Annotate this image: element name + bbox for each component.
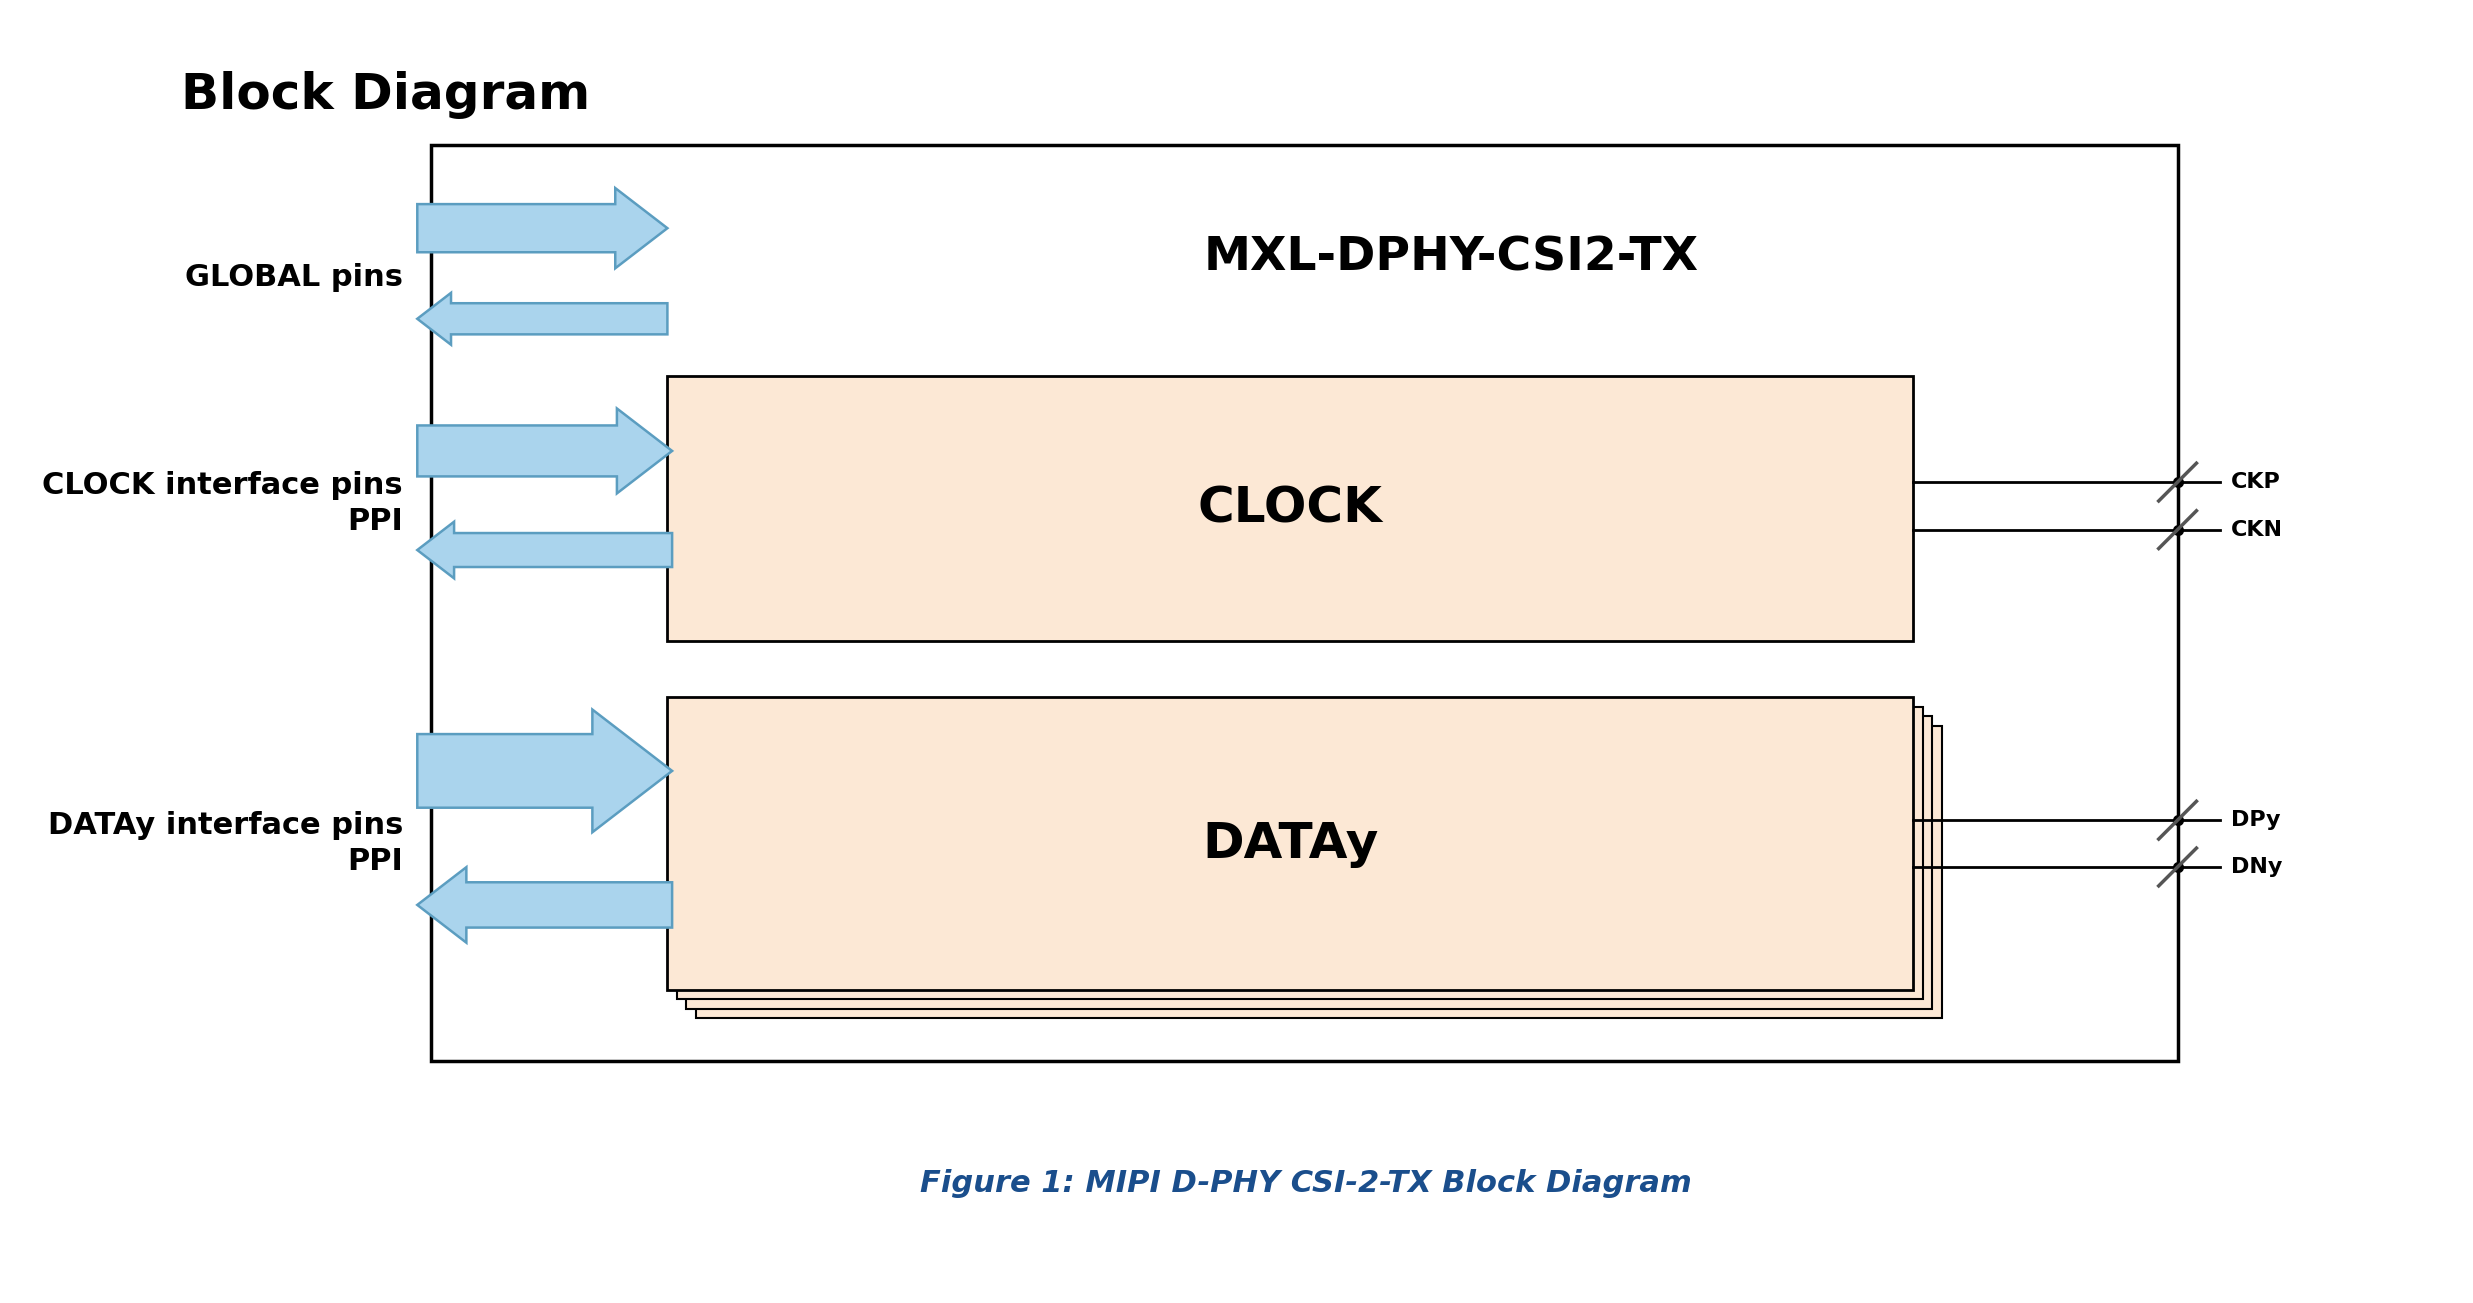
Polygon shape — [418, 710, 673, 833]
Text: DPy: DPy — [2231, 810, 2280, 830]
Text: CKN: CKN — [2231, 520, 2283, 539]
FancyBboxPatch shape — [687, 717, 1931, 1009]
Text: GLOBAL pins: GLOBAL pins — [185, 263, 403, 292]
Polygon shape — [418, 293, 668, 345]
FancyBboxPatch shape — [695, 726, 1941, 1018]
Text: Figure 1: MIPI D-PHY CSI-2-TX Block Diagram: Figure 1: MIPI D-PHY CSI-2-TX Block Diag… — [920, 1169, 1692, 1197]
Text: CLOCK interface pins
PPI: CLOCK interface pins PPI — [42, 472, 403, 537]
Text: DNy: DNy — [2231, 857, 2283, 877]
FancyBboxPatch shape — [678, 706, 1922, 999]
FancyBboxPatch shape — [668, 697, 1914, 990]
Text: MXL-DPHY-CSI2-TX: MXL-DPHY-CSI2-TX — [1204, 236, 1699, 281]
Text: Block Diagram: Block Diagram — [181, 72, 591, 119]
Text: CKP: CKP — [2231, 472, 2280, 493]
Polygon shape — [418, 188, 668, 268]
Polygon shape — [418, 521, 673, 579]
Polygon shape — [418, 868, 673, 942]
Text: DATAy interface pins
PPI: DATAy interface pins PPI — [47, 812, 403, 876]
Polygon shape — [418, 408, 673, 494]
FancyBboxPatch shape — [668, 377, 1914, 641]
FancyBboxPatch shape — [430, 145, 2179, 1061]
Text: CLOCK: CLOCK — [1197, 485, 1382, 533]
Text: DATAy: DATAy — [1202, 820, 1377, 868]
